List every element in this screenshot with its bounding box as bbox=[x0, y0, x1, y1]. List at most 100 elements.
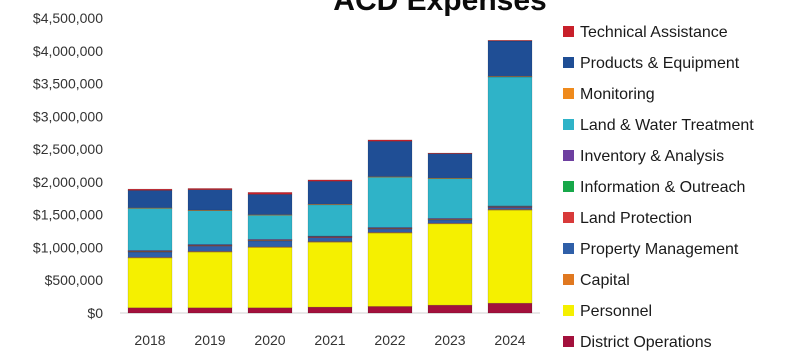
x-tick-label: 2024 bbox=[494, 332, 525, 348]
bar-segment-property-management bbox=[427, 219, 473, 224]
bar-segment-land-and-water-treatment bbox=[187, 210, 233, 245]
legend-item-land-protection: Land Protection bbox=[563, 210, 692, 227]
legend-item-inventory-and-analysis: Inventory & Analysis bbox=[563, 148, 724, 165]
bar-segment-property-management bbox=[247, 240, 293, 248]
legend-swatch bbox=[563, 57, 574, 68]
y-tick-label: $3,500,000 bbox=[33, 76, 103, 92]
y-tick-label: $3,000,000 bbox=[33, 108, 103, 124]
bar-segment-land-and-water-treatment bbox=[307, 204, 353, 237]
y-tick-label: $4,000,000 bbox=[33, 43, 103, 59]
bar-segment-land-and-water-treatment bbox=[127, 208, 173, 251]
bar-segment-technical-assistance bbox=[427, 152, 473, 154]
legend-swatch bbox=[563, 119, 574, 130]
bar-segment-capital bbox=[487, 209, 533, 211]
bar-segment-district-operations bbox=[187, 307, 233, 314]
bar-segment-personnel bbox=[367, 232, 413, 307]
bar-segment-products-and-equipment bbox=[307, 180, 353, 205]
legend-item-technical-assistance: Technical Assistance bbox=[563, 24, 728, 41]
bar-segment-district-operations bbox=[247, 307, 293, 314]
legend-label: Land Protection bbox=[580, 210, 692, 227]
bar-segment-capital bbox=[247, 246, 293, 248]
legend-label: Inventory & Analysis bbox=[580, 148, 724, 165]
bar-segment-personnel bbox=[247, 247, 293, 309]
bar-segment-property-management bbox=[187, 245, 233, 252]
legend-item-district-operations: District Operations bbox=[563, 334, 712, 351]
bar-segment-products-and-equipment bbox=[427, 153, 473, 179]
legend-label: Land & Water Treatment bbox=[580, 117, 754, 134]
bar-segment-district-operations bbox=[427, 304, 473, 314]
bar-segment-technical-assistance bbox=[127, 188, 173, 191]
bar-segment-property-management bbox=[307, 237, 353, 242]
y-tick-label: $2,000,000 bbox=[33, 174, 103, 190]
legend-swatch bbox=[563, 243, 574, 254]
bar-stack-2023 bbox=[427, 152, 473, 314]
legend-swatch bbox=[563, 26, 574, 37]
legend-swatch bbox=[563, 274, 574, 285]
legend-label: Monitoring bbox=[580, 86, 655, 103]
x-tick-label: 2023 bbox=[434, 332, 465, 348]
bar-stack-2019 bbox=[187, 188, 233, 314]
y-tick-label: $500,000 bbox=[45, 272, 104, 288]
bar-segment-personnel bbox=[427, 223, 473, 306]
y-tick-label: $0 bbox=[87, 305, 103, 321]
bar-segment-land-and-water-treatment bbox=[247, 215, 293, 240]
legend-swatch bbox=[563, 150, 574, 161]
legend-item-products-and-equipment: Products & Equipment bbox=[563, 55, 740, 72]
y-tick-label: $2,500,000 bbox=[33, 141, 103, 157]
bar-segment-technical-assistance bbox=[247, 192, 293, 195]
x-tick-label: 2019 bbox=[194, 332, 225, 348]
legend-item-capital: Capital bbox=[563, 272, 630, 289]
y-axis-tick-labels: $0 $500,000 $1,000,000 $1,500,000 $2,000,000… bbox=[33, 10, 103, 321]
bar-stack-2021 bbox=[307, 179, 353, 314]
bar-stack-2022 bbox=[367, 139, 413, 314]
legend-label: Technical Assistance bbox=[580, 24, 728, 41]
bar-segment-inventory-and-analysis bbox=[307, 235, 353, 237]
bar-segment-personnel bbox=[487, 209, 533, 304]
bar-segment-property-management bbox=[127, 251, 173, 258]
bar-segment-district-operations bbox=[127, 307, 173, 314]
legend-item-information-and-outreach: Information & Outreach bbox=[563, 179, 745, 196]
legend-item-personnel: Personnel bbox=[563, 303, 652, 320]
bar-segment-property-management bbox=[367, 228, 413, 233]
legend-item-monitoring: Monitoring bbox=[563, 86, 655, 103]
x-tick-label: 2021 bbox=[314, 332, 345, 348]
bar-segment-personnel bbox=[187, 251, 233, 309]
bar-segment-personnel bbox=[127, 257, 173, 309]
legend-label: Property Management bbox=[580, 241, 739, 258]
bar-segment-products-and-equipment bbox=[487, 40, 533, 77]
bar-segment-land-protection bbox=[187, 245, 233, 247]
x-tick-label: 2022 bbox=[374, 332, 405, 348]
legend-swatch bbox=[563, 336, 574, 347]
bar-segment-property-management bbox=[487, 207, 533, 210]
legend-label: Capital bbox=[580, 272, 630, 289]
y-tick-label: $1,500,000 bbox=[33, 207, 103, 223]
bar-segment-technical-assistance bbox=[487, 40, 533, 42]
bar-segment-technical-assistance bbox=[307, 179, 353, 182]
legend-label: Products & Equipment bbox=[580, 55, 740, 72]
x-axis-tick-labels: 2018 2019 2020 2021 2022 2023 2024 bbox=[134, 332, 525, 348]
chart-title: ACD Expenses bbox=[333, 0, 546, 17]
bar-segment-land-and-water-treatment bbox=[367, 177, 413, 228]
legend: Technical Assistance Products & Equipment… bbox=[563, 24, 754, 351]
legend-label: District Operations bbox=[580, 334, 712, 351]
legend-swatch bbox=[563, 305, 574, 316]
bar-stack-2024 bbox=[487, 40, 533, 314]
bar-segment-personnel bbox=[307, 241, 353, 308]
bar-segment-technical-assistance bbox=[367, 139, 413, 142]
legend-label: Personnel bbox=[580, 303, 652, 320]
bar-segment-district-operations bbox=[307, 306, 353, 314]
x-tick-label: 2018 bbox=[134, 332, 165, 348]
bar-segment-land-and-water-treatment bbox=[427, 178, 473, 219]
legend-item-land-and-water-treatment: Land & Water Treatment bbox=[563, 117, 754, 134]
bar-segment-products-and-equipment bbox=[367, 140, 413, 177]
legend-swatch bbox=[563, 88, 574, 99]
bar-segment-products-and-equipment bbox=[247, 194, 293, 215]
bar-stack-2018 bbox=[127, 188, 173, 314]
bar-segment-land-and-water-treatment bbox=[487, 76, 533, 207]
legend-swatch bbox=[563, 212, 574, 223]
legend-swatch bbox=[563, 181, 574, 192]
legend-item-property-management: Property Management bbox=[563, 241, 739, 258]
y-tick-label: $4,500,000 bbox=[33, 10, 103, 26]
legend-label: Information & Outreach bbox=[580, 179, 745, 196]
